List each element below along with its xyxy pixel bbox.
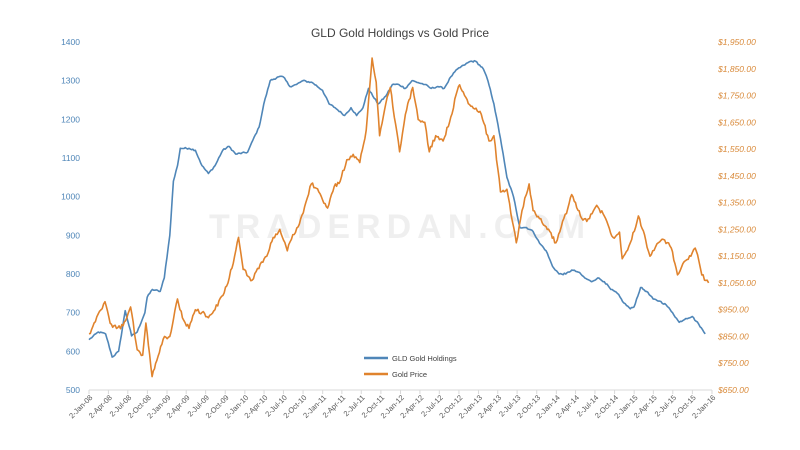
y-left-tick-label: 1300	[61, 76, 80, 86]
series-line-gld-holdings	[88, 59, 706, 358]
y-right-tick-label: $1,250.00	[717, 224, 756, 234]
series-line-gold-price	[88, 57, 710, 378]
y-left-tick-label: 1200	[61, 114, 80, 124]
y-axis-left: 500 600 700 800 900 1000 1100 1200 1300 1400	[61, 37, 80, 395]
y-right-tick-label: $1,650.00	[717, 117, 756, 127]
y-left-tick-label: 1100	[62, 153, 81, 163]
legend: GLD Gold Holdings Gold Price	[364, 354, 457, 379]
y-right-tick-label: $1,350.00	[717, 198, 756, 208]
chart-title: GLD Gold Holdings vs Gold Price	[311, 26, 489, 40]
y-left-tick-label: 1400	[61, 37, 80, 47]
y-right-tick-label: $650.00	[717, 385, 749, 395]
x-axis-labels: 2-Jan-082-Apr-082-Jul-082-Oct-082-Jan-09…	[67, 393, 717, 420]
x-tick-marks	[88, 390, 713, 394]
legend-label-gld: GLD Gold Holdings	[392, 354, 457, 363]
y-right-tick-label: $1,750.00	[717, 91, 756, 101]
watermark: TRADERDAN.COM	[209, 208, 591, 246]
y-left-tick-label: 900	[66, 230, 80, 240]
y-left-tick-label: 800	[66, 269, 80, 279]
y-right-tick-label: $750.00	[717, 358, 749, 368]
y-right-tick-label: $850.00	[717, 331, 749, 341]
y-right-tick-label: $1,050.00	[717, 278, 756, 288]
y-right-tick-label: $1,850.00	[717, 64, 756, 74]
y-left-tick-label: 1000	[61, 192, 80, 202]
y-right-tick-label: $1,450.00	[717, 171, 756, 181]
y-right-tick-label: $1,150.00	[717, 251, 756, 261]
y-left-tick-label: 600	[66, 346, 80, 356]
y-left-tick-label: 700	[66, 308, 80, 318]
y-right-tick-label: $1,550.00	[717, 144, 756, 154]
y-left-tick-label: 500	[66, 385, 80, 395]
plot-area	[88, 57, 710, 378]
legend-label-gold: Gold Price	[392, 370, 427, 379]
y-right-tick-label: $950.00	[717, 305, 749, 315]
y-right-tick-label: $1,950.00	[717, 37, 756, 47]
y-axis-right: $650.00 $750.00 $850.00 $950.00 $1,050.00 $1,…	[717, 37, 756, 395]
